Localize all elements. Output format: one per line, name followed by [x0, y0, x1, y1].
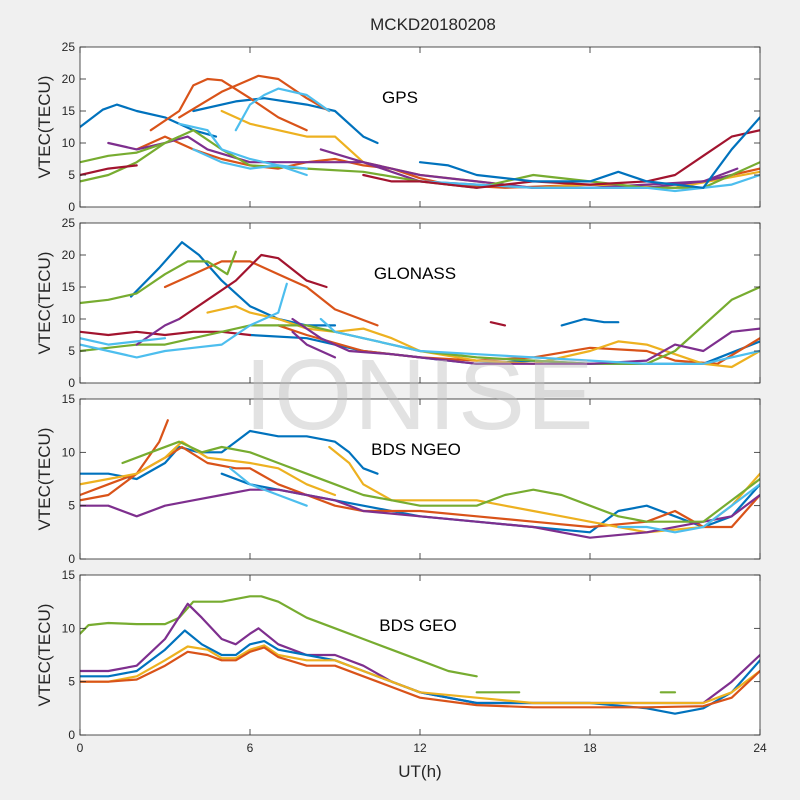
series-line-8	[229, 467, 308, 507]
x-tick-label: 18	[583, 741, 597, 755]
y-tick-label: 10	[62, 312, 76, 326]
series-line-16	[80, 337, 167, 346]
panel-title: BDS GEO	[379, 616, 456, 635]
series-line-2	[80, 629, 760, 715]
y-tick-label: 5	[68, 168, 75, 182]
series-line-7	[121, 440, 760, 523]
y-tick-label: 10	[62, 445, 76, 459]
y-tick-label: 15	[62, 280, 76, 294]
panel-1: 0 5 10 15 20 25 GLONASS VTEC(TECU)	[35, 216, 761, 390]
series-line-10	[234, 87, 331, 132]
panel-title: GLONASS	[374, 264, 456, 283]
series-line-4	[80, 646, 760, 709]
series-group	[80, 241, 760, 369]
panel-3: 0 5 10 15 0 6 12 18 24 BDS GEO VTEC(TECU) UT(h)	[35, 568, 767, 781]
y-axis-label: VTEC(TECU)	[35, 252, 54, 355]
y-tick-label: 0	[68, 552, 75, 566]
panel-title: GPS	[382, 88, 418, 107]
series-group	[80, 74, 760, 193]
plot-area	[80, 399, 760, 559]
x-tick-label: 6	[247, 741, 254, 755]
y-axis-label: VTEC(TECU)	[35, 604, 54, 707]
series-line-8	[80, 129, 760, 189]
y-tick-label: 0	[68, 376, 75, 390]
series-line-9	[80, 250, 237, 305]
series-line-3	[178, 74, 331, 119]
series-line-15	[80, 164, 138, 177]
y-tick-label: 15	[62, 104, 76, 118]
series-line-16	[418, 116, 760, 189]
series-group	[80, 595, 760, 715]
panel-title: BDS NGEO	[371, 440, 461, 459]
y-axis-label: VTEC(TECU)	[35, 76, 54, 179]
y-tick-label: 10	[62, 621, 76, 635]
series-line-0	[80, 429, 379, 481]
series-line-13	[291, 330, 337, 359]
y-tick-label: 10	[62, 136, 76, 150]
series-line-3	[163, 260, 379, 327]
series-line-5	[178, 253, 328, 321]
figure-title: MCKD20180208	[370, 15, 496, 34]
y-tick-label: 5	[68, 344, 75, 358]
series-line-12	[135, 317, 181, 346]
y-tick-label: 0	[68, 200, 75, 214]
series-line-3	[80, 644, 760, 705]
y-tick-label: 15	[62, 392, 76, 406]
series-line-11	[192, 148, 308, 170]
x-tick-label: 24	[753, 741, 767, 755]
series-line-6	[80, 488, 760, 539]
series-line-13	[418, 173, 760, 193]
panel-0: 0 5 10 15 20 25 GPS VTEC(TECU)	[35, 40, 761, 214]
series-line-15	[319, 317, 760, 365]
series-line-1	[192, 97, 379, 145]
series-line-11	[291, 317, 760, 365]
y-tick-label: 5	[68, 499, 75, 513]
series-group	[80, 419, 760, 539]
x-axis-label: UT(h)	[398, 762, 441, 781]
series-line-8	[206, 305, 760, 369]
series-line-9	[80, 135, 181, 164]
x-tick-label: 12	[413, 741, 427, 755]
y-tick-label: 15	[62, 568, 76, 582]
series-line-3	[80, 445, 760, 529]
y-tick-label: 25	[62, 216, 76, 230]
series-line-14	[362, 129, 760, 189]
y-tick-label: 20	[62, 248, 76, 262]
series-line-9	[617, 483, 760, 534]
y-tick-label: 25	[62, 40, 76, 54]
series-line-12	[178, 122, 308, 177]
series-line-0	[80, 595, 478, 678]
y-tick-label: 5	[68, 675, 75, 689]
series-line-5	[328, 445, 760, 534]
series-line-2	[149, 77, 308, 132]
x-tick-label: 0	[77, 741, 84, 755]
panel-2: 0 5 10 15 BDS NGEO VTEC(TECU)	[35, 392, 761, 566]
series-line-2	[560, 317, 620, 327]
y-tick-label: 20	[62, 72, 76, 86]
series-line-14	[80, 282, 288, 359]
y-axis-label: VTEC(TECU)	[35, 428, 54, 531]
panels: 0 5 10 15 20 25 GPS VTEC(TECU) 0 5 10 15 20 25 GLONASS…	[35, 40, 767, 781]
series-line-7	[489, 321, 507, 327]
y-tick-label: 0	[68, 728, 75, 742]
